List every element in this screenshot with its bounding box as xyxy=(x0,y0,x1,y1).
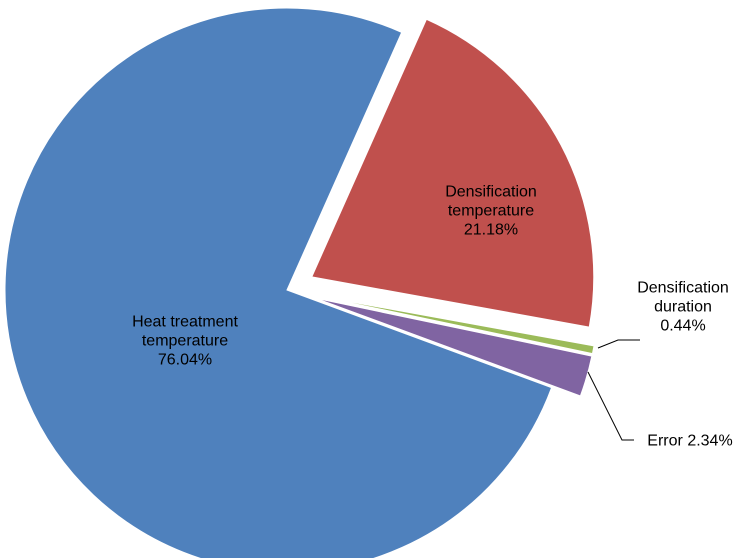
value-label: 2.34% xyxy=(687,432,733,450)
value-label: 21.18% xyxy=(463,221,519,239)
category-label: Densification temperature xyxy=(445,183,537,220)
pie-slice xyxy=(316,295,595,355)
leader-line xyxy=(597,339,640,349)
pie-slice xyxy=(311,18,595,328)
pie-slice xyxy=(4,7,553,558)
value-label: 0.44% xyxy=(660,317,706,335)
data-label: Heat treatment temperature 76.04% xyxy=(110,313,260,370)
value-label: 76.04% xyxy=(157,351,213,369)
category-label: Error xyxy=(647,432,683,450)
data-label: Densification temperature 21.18% xyxy=(426,183,556,240)
data-label: Densification duration 0.44% xyxy=(623,279,743,336)
leader-line xyxy=(587,371,634,441)
category-label: Heat treatment temperature xyxy=(132,313,238,350)
pie-slice xyxy=(315,297,593,397)
category-label: Densification duration xyxy=(637,279,729,316)
data-label: Error 2.34% xyxy=(610,432,754,451)
